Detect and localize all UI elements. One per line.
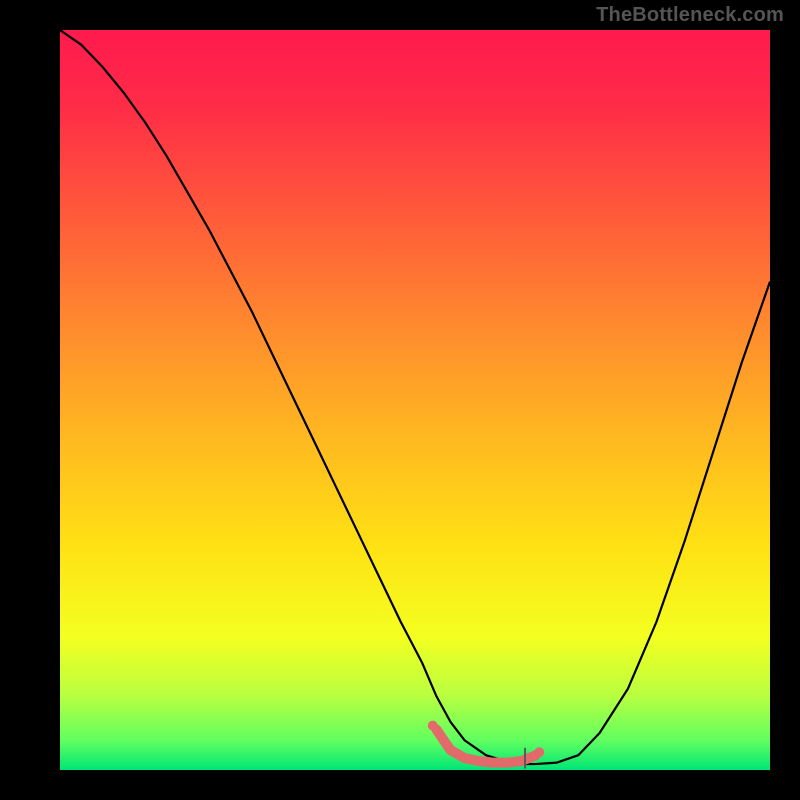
frame-border-left (0, 0, 60, 800)
optimal-range-end-dot (534, 747, 544, 757)
gradient-background (60, 30, 770, 770)
chart-container: TheBottleneck.com (0, 0, 800, 800)
optimal-range-start-dot (428, 721, 438, 731)
watermark-text: TheBottleneck.com (596, 4, 784, 27)
bottleneck-chart (0, 0, 800, 800)
frame-border-right (770, 0, 800, 800)
frame-border-bottom (0, 770, 800, 800)
